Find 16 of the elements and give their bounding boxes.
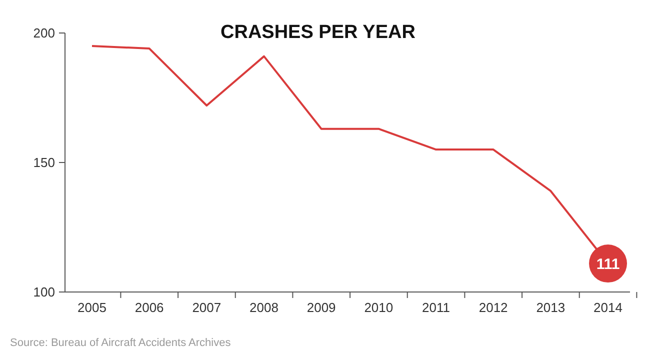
y-tick-label: 200 <box>33 26 55 41</box>
x-tick-label: 2013 <box>536 300 566 315</box>
chart-title: CRASHES PER YEAR <box>220 22 416 43</box>
x-tick-label: 2006 <box>134 300 164 315</box>
data-label: 111 <box>596 256 620 273</box>
y-tick-label: 150 <box>33 155 55 170</box>
y-tick-label: 100 <box>33 284 55 300</box>
x-tick-label: 2008 <box>250 300 278 315</box>
x-tick-label: 2007 <box>192 300 222 315</box>
source-note: Source: Bureau of Aircraft Accidents Archives <box>10 337 232 349</box>
x-tick-label: 2012 <box>478 300 508 315</box>
x-tick-label: 2010 <box>364 300 394 315</box>
x-tick-label: 2011 <box>422 300 450 315</box>
x-tick-label: 2009 <box>306 300 336 315</box>
x-tick-label: 2014 <box>594 300 622 315</box>
x-tick-label: 2005 <box>78 300 106 315</box>
